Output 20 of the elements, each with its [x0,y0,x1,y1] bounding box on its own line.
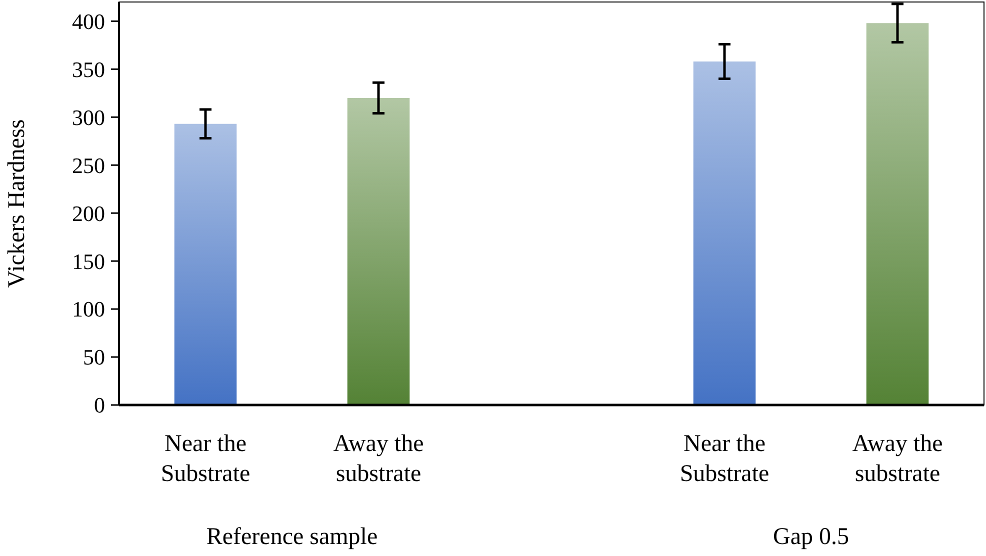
x-tick-label: Near the Substrate [160,431,250,487]
text: Gap 0.5 [773,524,849,550]
y-tick-label: 50 [83,344,105,370]
y-tick-label: 200 [72,200,105,226]
y-tick-label: 400 [72,8,105,34]
text: Reference sample [206,524,378,550]
y-tick-label: 100 [72,296,105,322]
bar [866,23,929,405]
x-tick-label: Away the substrate [852,431,943,487]
y-tick-label: 350 [72,56,105,82]
y-tick-label: 250 [72,152,105,178]
bar [693,61,756,405]
bar [347,98,410,405]
bar [174,124,237,405]
x-tick-label: Near the Substrate [680,431,770,487]
y-tick-label: 0 [94,392,105,418]
y-tick-label: 150 [72,248,105,274]
x-tick-label: Away the substrate [333,431,424,487]
y-tick-label: 300 [72,104,105,130]
y-axis-title: Vickers Hardness [4,119,30,288]
